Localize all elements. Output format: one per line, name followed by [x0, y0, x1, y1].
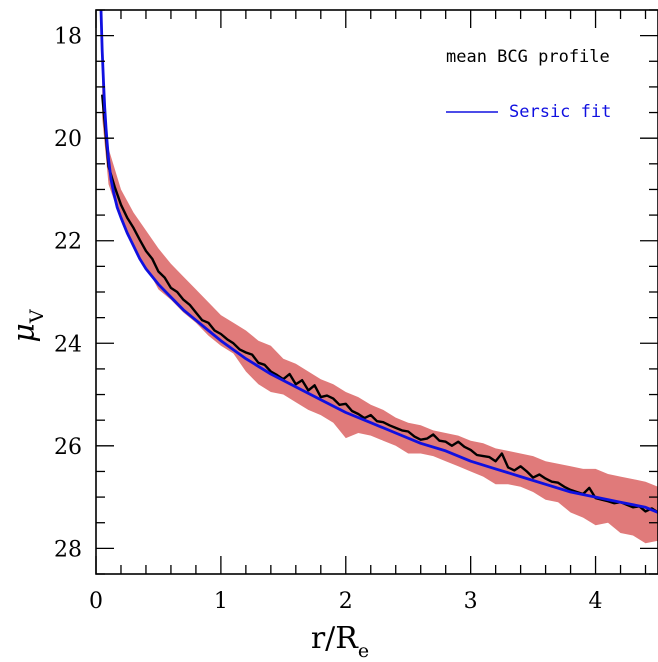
x-tick-label: 1: [214, 589, 228, 614]
legend-sersic-label: Sersic fit: [509, 102, 611, 122]
series-layer: [99, 10, 658, 514]
mean-profile-line: [101, 94, 658, 514]
y-tick-label: 20: [54, 127, 82, 152]
legend-title: mean BCG profile: [446, 47, 610, 67]
y-axis-label: μV: [7, 309, 48, 343]
y-tick-label: 28: [54, 537, 82, 562]
ticks-layer: [95, 9, 658, 575]
y-tick-label: 22: [54, 230, 82, 255]
x-tick-label: 3: [464, 589, 478, 614]
y-axis-label-subscript: V: [26, 309, 48, 324]
tick-labels-layer: 0 1 2 3 4 18 20 22 24 26 28: [54, 25, 603, 614]
y-tick-label: 18: [54, 25, 82, 50]
y-tick-label: 26: [54, 435, 82, 460]
x-axis-label-main: r/R: [311, 621, 359, 656]
y-tick-label: 24: [54, 332, 82, 357]
x-tick-label: 2: [339, 589, 353, 614]
y-axis-label-main: μ: [7, 323, 42, 343]
x-axis-label: r/Re: [311, 621, 369, 662]
sersic-fit-line: [99, 10, 658, 514]
x-axis-label-subscript: e: [358, 640, 369, 662]
x-tick-label: 4: [589, 589, 603, 614]
scatter-band: [102, 71, 658, 544]
x-tick-label: 0: [89, 589, 103, 614]
scatter-band-layer: [102, 71, 658, 544]
